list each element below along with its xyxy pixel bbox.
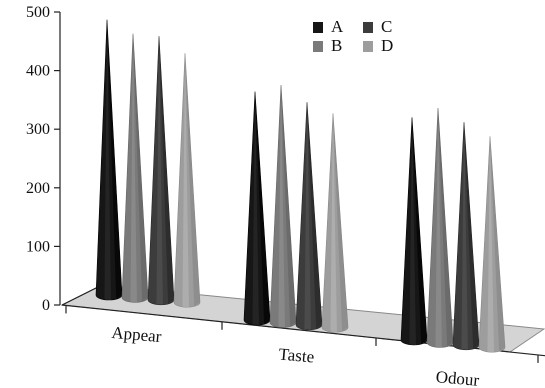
y-tick-label: 200	[26, 180, 50, 197]
legend-swatch	[363, 41, 373, 52]
cone-shadow	[133, 33, 148, 302]
legend-label: D	[381, 36, 393, 55]
cone-highlight	[304, 102, 311, 330]
legend-swatch	[313, 22, 323, 33]
cone-highlight	[409, 117, 416, 345]
x-category-label: Taste	[278, 345, 315, 367]
floor-left-edge	[61, 284, 103, 306]
cone-shadow	[438, 108, 453, 347]
y-tick-label: 100	[26, 238, 50, 255]
legend-label: C	[381, 17, 392, 36]
cone-bar	[400, 117, 428, 346]
cone-shadow	[412, 117, 427, 344]
x-category-label: Appear	[111, 323, 163, 346]
legend-item: A	[313, 17, 344, 36]
cone-bar	[243, 91, 271, 326]
cone-bar	[452, 122, 480, 351]
cone-highlight	[435, 108, 442, 348]
y-tick-label: 500	[26, 4, 50, 21]
y-tick-label: 300	[26, 121, 50, 138]
legend-swatch	[363, 22, 373, 33]
legend-swatch	[313, 41, 323, 52]
x-category-label: Odour	[435, 367, 480, 388]
cone-highlight	[252, 91, 259, 326]
legend-label: B	[331, 36, 342, 55]
legend-item: D	[363, 36, 393, 55]
y-tick-label: 0	[42, 297, 50, 314]
legend-item: C	[363, 17, 392, 36]
cone-bar	[321, 113, 349, 333]
cone-shadow	[159, 36, 174, 304]
cone-bar	[147, 36, 175, 306]
cone-shadow	[464, 122, 479, 349]
chart-axes-layer: 0 100 200 300 400 500 Appear Taste Odour	[26, 4, 545, 388]
cone-bar	[426, 107, 454, 348]
chart-cones-layer	[95, 19, 506, 353]
cone-shadow	[107, 19, 122, 300]
cone-shadow	[490, 136, 505, 352]
cone-bar	[269, 85, 297, 328]
cone-shadow	[185, 53, 200, 307]
chart-legend: AB CD	[313, 17, 393, 55]
legend-item: B	[313, 36, 342, 55]
legend-label: A	[331, 17, 344, 36]
cone-highlight	[156, 36, 163, 305]
cone-highlight	[487, 136, 494, 353]
cone-bar	[295, 102, 323, 331]
cone-shadow	[255, 91, 270, 325]
cone-bar	[121, 33, 149, 303]
cone-shadow	[333, 113, 348, 332]
cone-highlight	[461, 122, 468, 350]
cone-highlight	[130, 33, 137, 303]
cone-bar	[478, 136, 506, 353]
cone-highlight	[330, 113, 337, 333]
cone-shadow	[281, 85, 296, 327]
cone-shadow	[307, 102, 322, 329]
cone-highlight	[182, 53, 189, 308]
cone-bar	[95, 19, 123, 301]
cone-bar	[173, 53, 201, 308]
cone-highlight	[278, 85, 285, 328]
cone-highlight	[104, 19, 111, 301]
y-tick-label: 400	[26, 63, 50, 80]
